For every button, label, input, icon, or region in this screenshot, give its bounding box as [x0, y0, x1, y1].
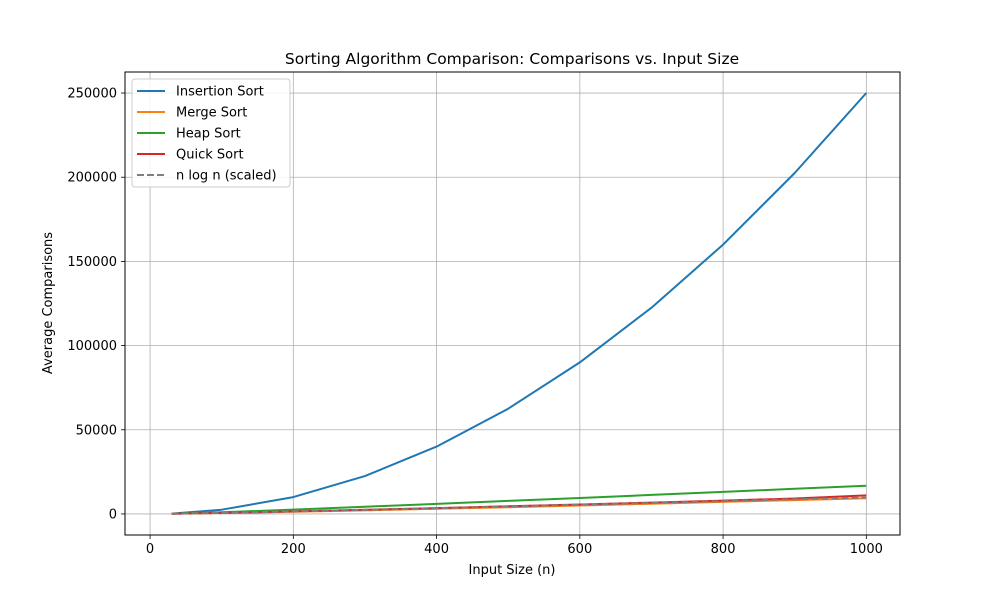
x-tick-label: 800 — [711, 542, 736, 557]
y-tick-label: 250000 — [67, 87, 117, 102]
series-line-n-log-n-scaled — [171, 496, 867, 515]
series-lines — [171, 92, 868, 515]
x-tick-label: 0 — [146, 542, 154, 557]
series-line-heap-sort — [171, 484, 867, 515]
x-tick-label: 1000 — [850, 542, 883, 557]
legend-label: Quick Sort — [176, 148, 244, 163]
y-tick-label: 150000 — [67, 255, 117, 270]
legend: Insertion Sort Merge Sort Heap Sort Quick S… — [131, 78, 291, 188]
x-axis-label: Input Size (n) — [469, 563, 556, 578]
plot-area-frame — [124, 71, 901, 536]
grid — [125, 72, 900, 535]
chart-title: Sorting Algorithm Comparison: Comparison… — [285, 50, 739, 68]
y-tick-label: 200000 — [67, 171, 117, 186]
y-tick-label: 50000 — [76, 423, 117, 438]
x-tick-label: 200 — [281, 542, 306, 557]
legend-label: n log n (scaled) — [176, 169, 277, 184]
x-tick-label: 600 — [567, 542, 592, 557]
legend-box — [131, 78, 291, 188]
legend-label: Insertion Sort — [176, 85, 264, 100]
legend-label: Merge Sort — [176, 106, 247, 121]
series-line-insertion-sort — [171, 92, 868, 515]
legend-label: Heap Sort — [176, 127, 241, 142]
y-tick-label: 100000 — [67, 339, 117, 354]
y-tick-label: 0 — [109, 507, 117, 522]
axis-ticks: 0 200 400 600 800 1000 0 50000 100000 150000 20000… — [67, 87, 883, 557]
x-tick-label: 400 — [424, 542, 449, 557]
y-axis-label: Average Comparisons — [41, 232, 56, 374]
